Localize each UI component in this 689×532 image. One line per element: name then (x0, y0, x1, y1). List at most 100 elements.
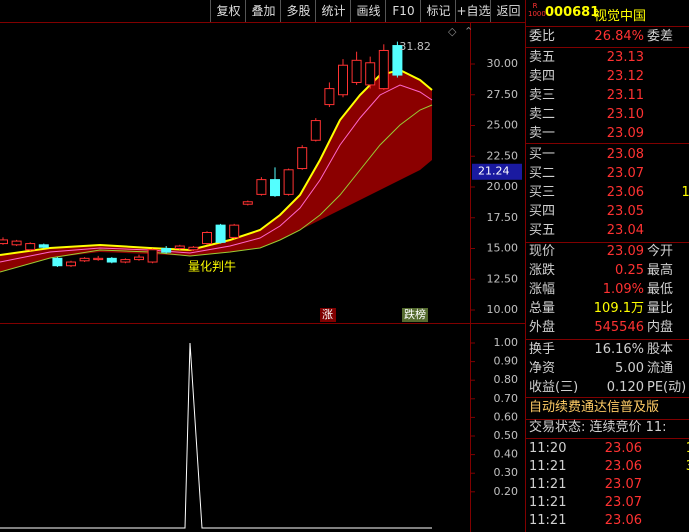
separator (526, 143, 689, 144)
stat-label: 外盘 (529, 320, 556, 335)
y-tick-label: 22.50 (487, 149, 519, 162)
book-price: 23.09 (606, 126, 644, 141)
toolbar-button[interactable]: 叠加 (245, 0, 281, 22)
candle-body (11, 240, 22, 246)
tick-volume: 3 (686, 458, 689, 476)
stat-value: 0.120 (606, 380, 644, 395)
badge: R 1000 (528, 2, 546, 18)
marker-bg (402, 308, 428, 322)
stat-value: 5.00 (615, 361, 644, 376)
book-price: 23.06 (606, 185, 644, 200)
tick-volume: 1 (686, 440, 689, 458)
candle-body (38, 244, 49, 248)
stat-value: 16.16% (594, 342, 644, 357)
candle-body (174, 245, 185, 249)
separator (526, 339, 689, 340)
toolbar-button[interactable]: 标记 (420, 0, 456, 22)
candle-body (93, 257, 104, 261)
stat-extra: 今开 (647, 244, 674, 259)
stock-code: 000681 (545, 5, 600, 20)
stat-extra: PE(动) (647, 380, 687, 395)
book-price: 23.12 (606, 69, 644, 84)
tick-time: 11:21 (529, 513, 567, 528)
stat-value: 1.09% (602, 282, 644, 297)
y-tick-label: 27.50 (487, 88, 519, 101)
toolbar-button[interactable]: 统计 (315, 0, 351, 22)
candle-body (202, 232, 212, 245)
marker: 涨 (322, 308, 333, 321)
separator (526, 438, 689, 439)
book-label: 卖三 (529, 88, 556, 103)
book-price: 23.05 (606, 204, 644, 219)
promo-banner: 自动续费通达信普及版 (529, 400, 660, 415)
toolbar-button[interactable]: 多股 (280, 0, 316, 22)
candle-body (52, 257, 63, 267)
stat-extra: 量比 (647, 301, 674, 316)
icon-arrow[interactable]: ⌃ (464, 25, 473, 38)
ma-line-pink (0, 84, 433, 263)
book-label: 买三 (529, 185, 556, 200)
chart-bg (0, 0, 525, 532)
stat-label: 净资 (529, 361, 556, 376)
y-tick-label: 17.50 (487, 211, 519, 224)
stat-value: 0.25 (615, 263, 644, 278)
candle-body (392, 45, 403, 76)
stat-label: 换手 (529, 342, 556, 357)
candle-body (215, 224, 226, 243)
tick-price: 23.07 (604, 495, 642, 510)
indicator-tick-label: 0.60 (494, 410, 519, 423)
stat-extra: 最低 (647, 282, 674, 297)
ma-line-yellow (0, 68, 433, 256)
tick-time: 11:21 (529, 495, 567, 510)
marker: 跌榜 (404, 307, 426, 321)
book-label: 卖四 (529, 69, 556, 84)
y-tick-label: 20.00 (487, 180, 519, 193)
toolbar-button[interactable]: F10 (385, 0, 421, 22)
book-price: 23.07 (606, 166, 644, 181)
candle-body (0, 239, 8, 245)
candle-body (188, 246, 199, 251)
separator (526, 47, 689, 48)
stat-label: 涨幅 (529, 282, 556, 297)
book-volume: 10 (681, 185, 689, 200)
book-price: 23.08 (606, 147, 644, 162)
y-tick-label: 25.00 (487, 119, 519, 132)
candle-body (365, 62, 376, 86)
last-price: 21.24 (478, 165, 510, 178)
indicator-tick-label: 1.00 (494, 336, 519, 349)
toolbar-button[interactable]: 返回 (490, 0, 526, 22)
indicator-tick-label: 0.20 (494, 485, 519, 498)
marker-bg (320, 308, 336, 322)
toolbar-button[interactable]: 画线 (350, 0, 386, 22)
row-value: 26.84% (594, 29, 644, 44)
ma-line-green (0, 104, 433, 273)
candle-body (324, 88, 335, 106)
y-tick-label: 12.50 (487, 272, 519, 285)
indicator-tick-label: 0.90 (494, 355, 519, 368)
y-tick-label: 15.00 (487, 242, 519, 255)
candle-body (147, 249, 158, 263)
indicator-tick-label: 0.70 (494, 392, 519, 405)
candle-body (229, 224, 240, 238)
stat-label: 现价 (529, 244, 556, 259)
icon-diamond[interactable]: ◇ (448, 25, 457, 38)
stat-value: 23.09 (606, 244, 644, 259)
indicator-tick-label: 0.30 (494, 466, 519, 479)
stat-extra: 流通 (647, 361, 674, 376)
trade-status: 交易状态: 连续竞价 11: (529, 420, 667, 435)
candle-body (297, 147, 308, 170)
y-tick-label: 30.00 (487, 57, 519, 70)
candle-body (270, 179, 280, 197)
stat-extra: 最高 (647, 263, 674, 278)
candle-body (161, 248, 172, 253)
stat-label: 收益(三) (529, 380, 579, 395)
tick-price: 23.06 (604, 513, 642, 528)
candle-body (106, 257, 117, 263)
stat-label: 涨跌 (529, 263, 556, 278)
separator (526, 26, 689, 27)
toolbar-button[interactable]: 复权 (210, 0, 246, 22)
annotation: 量化判牛 (188, 259, 236, 274)
toolbar-button[interactable]: +自选 (455, 0, 491, 22)
candle-body (351, 59, 362, 83)
